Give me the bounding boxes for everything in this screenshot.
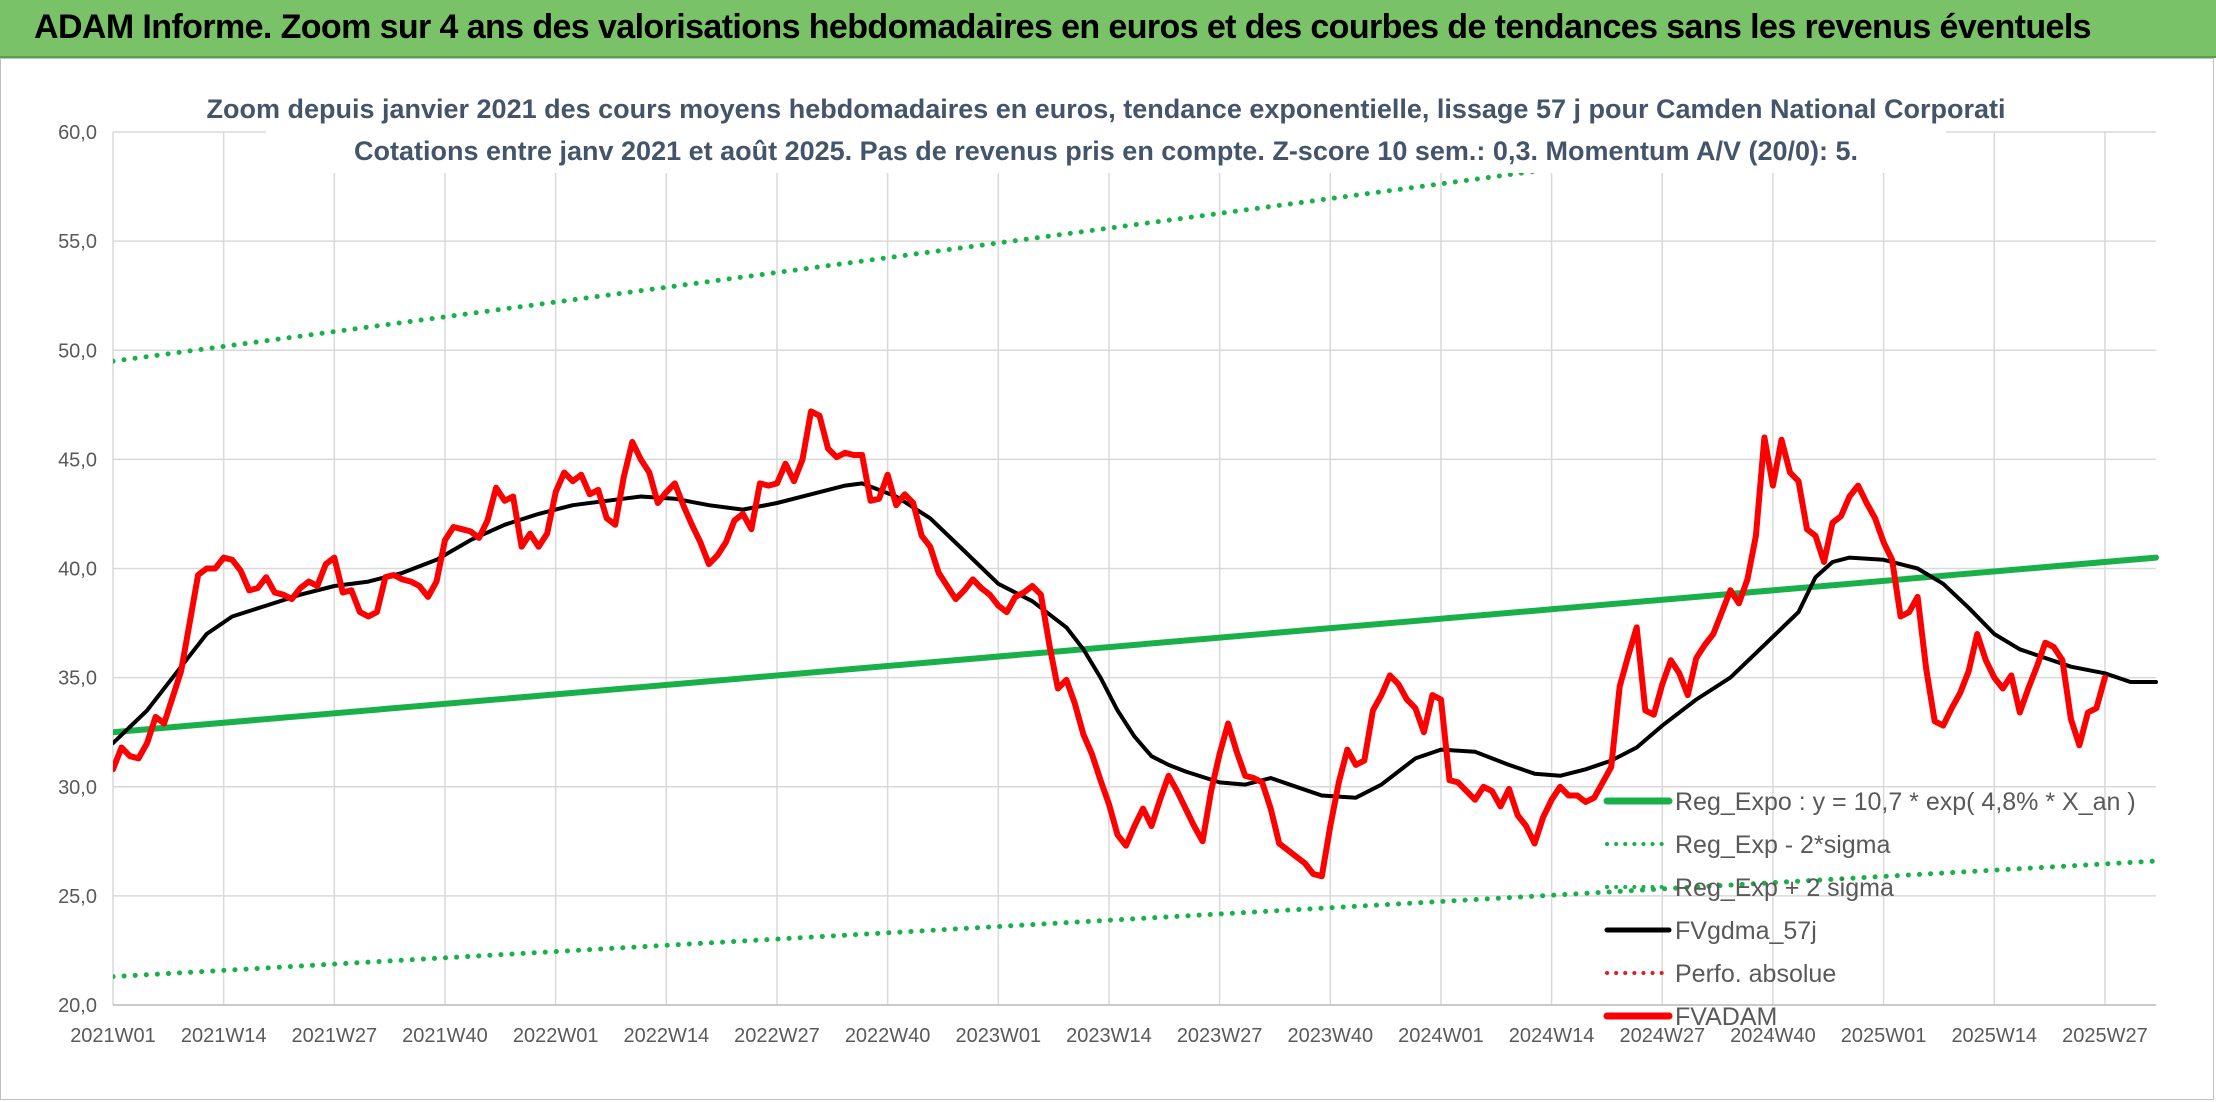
- fvgdma-57j-line: [113, 481, 2158, 800]
- x-tick-label: 2025W14: [1951, 1025, 2037, 1047]
- x-tick-label: 2021W27: [292, 1025, 378, 1047]
- x-axis: 2021W01 2021W14 2021W27 2021W40 2022W01 2022W…: [70, 1025, 2148, 1047]
- x-tick-label: 2022W27: [734, 1025, 820, 1047]
- y-tick-label: 20,0: [58, 995, 97, 1017]
- x-tick-label: 2025W01: [1841, 1025, 1927, 1047]
- legend-label: Reg_Expo : y = 10,7 * exp( 4,8% * X_an ): [1675, 788, 2136, 816]
- x-tick-label: 2021W14: [181, 1025, 267, 1047]
- x-tick-label: 2023W27: [1177, 1025, 1263, 1047]
- line-chart: 20,0 25,0 30,0 35,0 40,0 45,0 50,0 55,0 60,0 202…: [58, 87, 2159, 1047]
- x-tick-label: 2024W14: [1509, 1025, 1595, 1047]
- y-tick-label: 25,0: [58, 886, 97, 908]
- y-tick-label: 30,0: [58, 777, 97, 799]
- chart-title-block: Zoom depuis janvier 2021 des cours moyen…: [206, 87, 2006, 173]
- chart-frame: 20,0 25,0 30,0 35,0 40,0 45,0 50,0 55,0 60,0 202…: [0, 58, 2214, 1100]
- x-tick-label: 2023W01: [955, 1025, 1041, 1047]
- y-axis: 20,0 25,0 30,0 35,0 40,0 45,0 50,0 55,0 60,0: [58, 122, 97, 1017]
- chart-title-line2: Cotations entre janv 2021 et août 2025. …: [354, 136, 1858, 166]
- y-tick-label: 55,0: [58, 231, 97, 253]
- y-tick-label: 60,0: [58, 122, 97, 144]
- x-tick-label: 2023W14: [1066, 1025, 1152, 1047]
- x-tick-label: 2024W40: [1730, 1025, 1816, 1047]
- x-tick-label: 2022W01: [513, 1025, 599, 1047]
- legend-label: FVgdma_57j: [1675, 917, 1817, 945]
- x-tick-label: 2025W27: [2062, 1025, 2148, 1047]
- x-tick-label: 2021W01: [70, 1025, 156, 1047]
- x-tick-label: 2024W27: [1619, 1025, 1705, 1047]
- x-tick-label: 2024W01: [1398, 1025, 1484, 1047]
- y-tick-label: 40,0: [58, 559, 97, 581]
- banner-title: ADAM Informe. Zoom sur 4 ans des valoris…: [34, 8, 2092, 46]
- x-tick-label: 2023W40: [1287, 1025, 1373, 1047]
- reg-minus-2sigma-line: [113, 858, 2159, 980]
- reg-expo-line: [113, 554, 2159, 736]
- x-tick-label: 2022W40: [845, 1025, 931, 1047]
- y-tick-label: 50,0: [58, 340, 97, 362]
- y-tick-label: 45,0: [58, 449, 97, 471]
- reg-plus-2sigma-line: [113, 126, 1893, 364]
- fvadam-line: [113, 408, 2108, 880]
- legend-label: Reg_Exp + 2 sigma: [1675, 874, 1894, 902]
- legend: Reg_Expo : y = 10,7 * exp( 4,8% * X_an )…: [1603, 788, 2136, 1031]
- report-banner: ADAM Informe. Zoom sur 4 ans des valoris…: [0, 0, 2216, 58]
- grid: [112, 131, 2156, 1006]
- chart-title-line1: Zoom depuis janvier 2021 des cours moyen…: [206, 94, 2005, 124]
- x-tick-label: 2022W14: [624, 1025, 710, 1047]
- y-tick-label: 35,0: [58, 668, 97, 690]
- series-layer: [113, 126, 2159, 980]
- legend-label: FVADAM: [1675, 1003, 1777, 1031]
- legend-label: Perfo. absolue: [1675, 960, 1836, 988]
- x-tick-label: 2021W40: [402, 1025, 488, 1047]
- legend-label: Reg_Exp - 2*sigma: [1675, 831, 1890, 859]
